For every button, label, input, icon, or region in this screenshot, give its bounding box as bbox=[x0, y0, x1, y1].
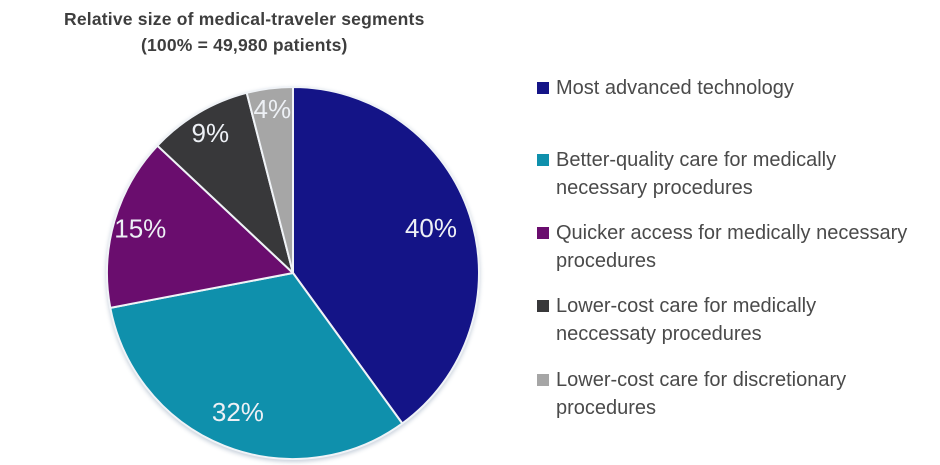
legend-swatch-icon bbox=[537, 154, 549, 166]
legend-swatch-icon bbox=[537, 227, 549, 239]
legend-swatch-icon bbox=[537, 374, 549, 386]
pie-slice-label: 15% bbox=[114, 214, 166, 244]
pie-labels-group: 40% 32% 15% 9% 4% bbox=[114, 94, 457, 427]
legend-item-most-advanced-technology: Most advanced technology bbox=[537, 74, 794, 102]
legend-label: Quicker access for medically necessary p… bbox=[556, 222, 908, 272]
legend-swatch-icon bbox=[537, 82, 549, 94]
legend-label: Better-quality care for medically necess… bbox=[556, 149, 837, 199]
pie-slice bbox=[292, 86, 480, 425]
legend-swatch-icon bbox=[537, 300, 549, 312]
chart-title-line1: Relative size of medical-traveler segmen… bbox=[64, 9, 425, 29]
pie-slice bbox=[109, 272, 404, 460]
legend-item-lower-cost-discretionary: Lower-cost care for discretionary proced… bbox=[537, 366, 915, 422]
legend-item-better-quality-care: Better-quality care for medically necess… bbox=[537, 146, 915, 202]
legend-item-lower-cost-medically-necessary: Lower-cost care for medically neccessaty… bbox=[537, 292, 915, 348]
pie-slice bbox=[156, 91, 294, 274]
legend-label: Lower-cost care for medically neccessaty… bbox=[556, 295, 817, 345]
legend: Most advanced technology Better-quality … bbox=[537, 0, 915, 465]
legend-item-quicker-access: Quicker access for medically necessary p… bbox=[537, 219, 915, 275]
pie-slices-group bbox=[106, 86, 480, 460]
legend-label: Most advanced technology bbox=[556, 77, 794, 99]
pie-slice-label: 40% bbox=[405, 213, 457, 243]
legend-label: Lower-cost care for discretionary proced… bbox=[556, 369, 847, 419]
chart-title-subtitle: (100% = 49,980 patients) bbox=[140, 35, 348, 55]
pie-slice bbox=[106, 144, 294, 309]
pie-slice-label: 4% bbox=[254, 94, 292, 124]
pie-chart-svg: 40% 32% 15% 9% 4% bbox=[106, 86, 480, 460]
pie-chart: 40% 32% 15% 9% 4% bbox=[106, 86, 480, 460]
chart-title: Relative size of medical-traveler segmen… bbox=[64, 6, 425, 58]
pie-slice-label: 9% bbox=[192, 118, 230, 148]
pie-slice-label: 32% bbox=[212, 397, 264, 427]
pie-slice bbox=[245, 86, 294, 274]
